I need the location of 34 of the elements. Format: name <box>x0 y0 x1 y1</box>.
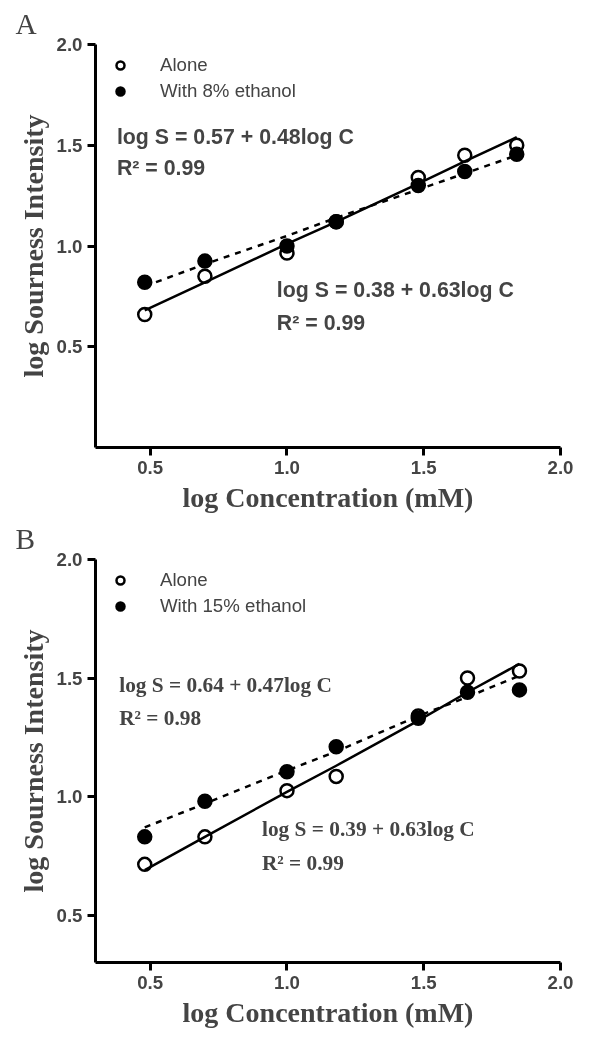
x-tick-label: 0.5 <box>137 971 164 993</box>
y-tick-label: 1.5 <box>56 667 83 689</box>
x-tick-label: 2.0 <box>547 971 574 993</box>
y-axis-title: log Sourness Intensity <box>17 629 49 893</box>
annotation: R² = 0.99 <box>116 156 206 181</box>
x-tick-label: 1.5 <box>410 971 437 993</box>
x-axis-title: log Concentration (mM) <box>182 996 474 1028</box>
x-tick-label: 1.0 <box>274 456 300 478</box>
x-tick-label: 2.0 <box>547 456 574 478</box>
annotation: log S = 0.64 + 0.47log C <box>119 673 332 698</box>
legend-label: Alone <box>160 54 208 76</box>
y-tick-label: 2.0 <box>56 549 83 570</box>
annotation: R² = 0.98 <box>119 706 202 731</box>
annotation: log S = 0.39 + 0.63log C <box>261 816 475 841</box>
chart-title: A <box>15 7 37 40</box>
legend-label: Alone <box>160 569 208 591</box>
y-tick-label: 1.0 <box>56 235 83 257</box>
legend-label: With 8% ethanol <box>160 80 296 102</box>
y-tick-label: 1.5 <box>56 134 83 156</box>
x-tick-label: 1.0 <box>274 971 300 993</box>
annotation: log S = 0.57 + 0.48log C <box>116 125 354 150</box>
chart-title: B <box>15 522 36 555</box>
legend-label: With 15% ethanol <box>160 595 307 617</box>
y-tick-label: 2.0 <box>56 34 83 55</box>
y-tick-label: 0.5 <box>56 904 83 926</box>
x-tick-label: 1.5 <box>410 456 437 478</box>
y-axis-title: log Sourness Intensity <box>17 114 49 378</box>
x-axis-title: log Concentration (mM) <box>182 481 474 513</box>
annotation: log S = 0.38 + 0.63log C <box>276 278 514 303</box>
x-tick-label: 0.5 <box>137 456 164 478</box>
annotation: R² = 0.99 <box>261 851 344 876</box>
y-tick-label: 1.0 <box>56 786 83 808</box>
y-tick-label: 0.5 <box>56 336 83 358</box>
annotation: R² = 0.99 <box>276 310 366 335</box>
